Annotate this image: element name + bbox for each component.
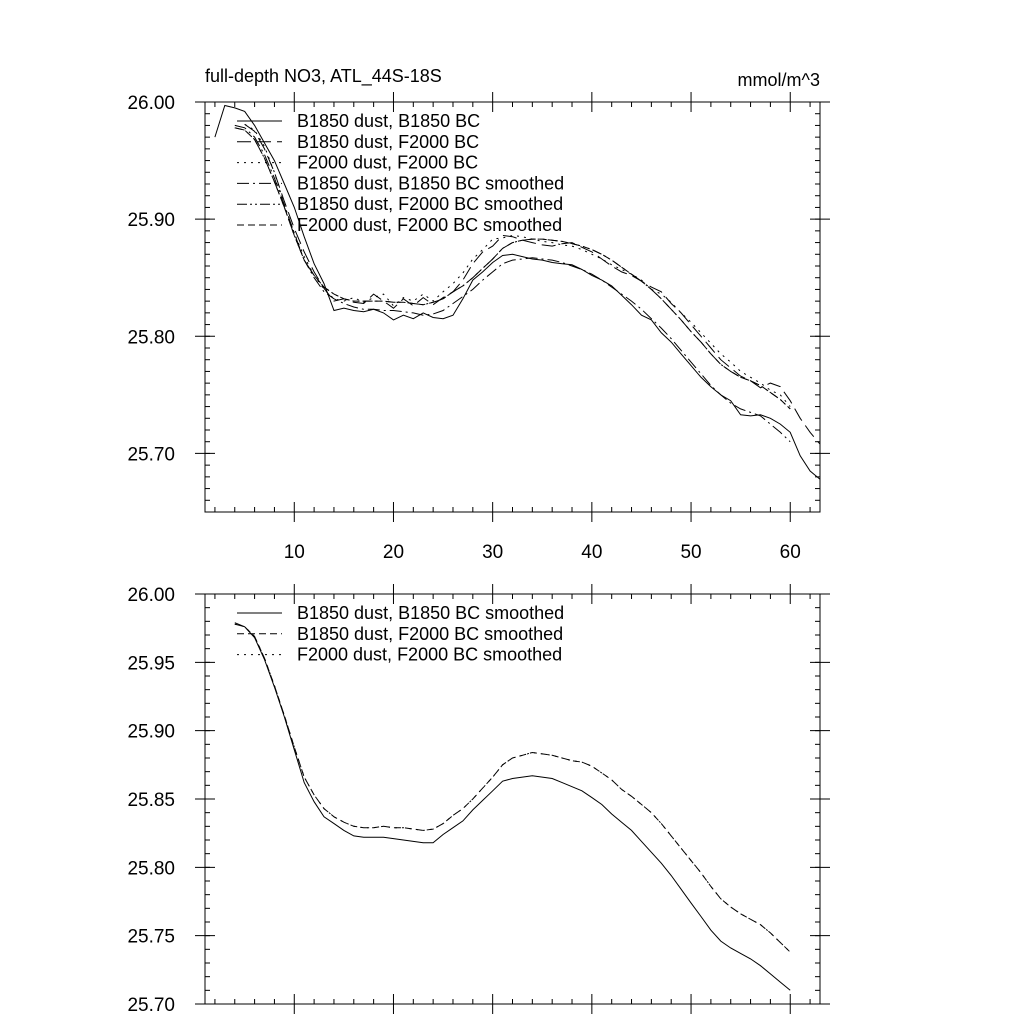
x-tick-label: 20 (383, 542, 404, 563)
y-tick-label: 25.95 (127, 653, 175, 674)
units-label: mmol/m^3 (738, 70, 820, 90)
series-line-2 (244, 123, 821, 445)
x-tick-label: 30 (482, 542, 503, 563)
y-tick-label: 25.75 (127, 927, 175, 948)
legend-label: B1850 dust, F2000 BC smoothed (297, 624, 563, 644)
y-tick-label: 25.70 (127, 995, 175, 1016)
legend-label: B1850 dust, F2000 BC (297, 132, 479, 152)
y-tick-label: 25.90 (127, 722, 175, 743)
series-line-2 (234, 623, 791, 953)
y-tick-label: 25.70 (127, 444, 175, 465)
series-line-4 (234, 124, 791, 443)
legend-label: F2000 dust, F2000 BC smoothed (297, 645, 562, 665)
legend-label: B1850 dust, B1850 BC (297, 111, 480, 131)
y-tick-label: 25.80 (127, 858, 175, 879)
legend-label: F2000 dust, F2000 BC (297, 153, 478, 173)
series-line-3 (234, 623, 791, 953)
x-tick-label: 40 (581, 542, 602, 563)
series-line-3 (244, 123, 791, 407)
x-tick-label: 60 (780, 542, 801, 563)
y-tick-label: 25.90 (127, 210, 175, 231)
y-tick-label: 25.85 (127, 790, 175, 811)
y-tick-label: 25.80 (127, 327, 175, 348)
legend-label: B1850 dust, B1850 BC smoothed (297, 603, 564, 623)
legend-label: F2000 dust, F2000 BC smoothed (297, 215, 562, 235)
legend-label: B1850 dust, F2000 BC smoothed (297, 194, 563, 214)
bottom-panel: 25.70 25.75 25.80 25.85 25.90 25.95 26.00 B1850… (127, 584, 830, 1016)
x-tick-label: 10 (284, 542, 305, 563)
series-line-1 (234, 622, 791, 991)
bottom-plot-area: 25.70 25.75 25.80 25.85 25.90 25.95 26.00 B1850… (127, 584, 830, 1016)
chart-title: full-depth NO3, ATL_44S-18S (205, 66, 442, 87)
series-line-6 (234, 127, 791, 410)
top-plot-area: 10 20 30 40 50 60 25.70 25.80 25.90 26.00 B1850 du… (127, 92, 830, 563)
top-panel: full-depth NO3, ATL_44S-18S mmol/m^3 10 2… (127, 66, 830, 563)
y-tick-label: 26.00 (127, 93, 175, 114)
legend-label: B1850 dust, B1850 BC smoothed (297, 173, 564, 193)
x-tick-label: 50 (680, 542, 701, 563)
y-tick-label: 26.00 (127, 585, 175, 606)
